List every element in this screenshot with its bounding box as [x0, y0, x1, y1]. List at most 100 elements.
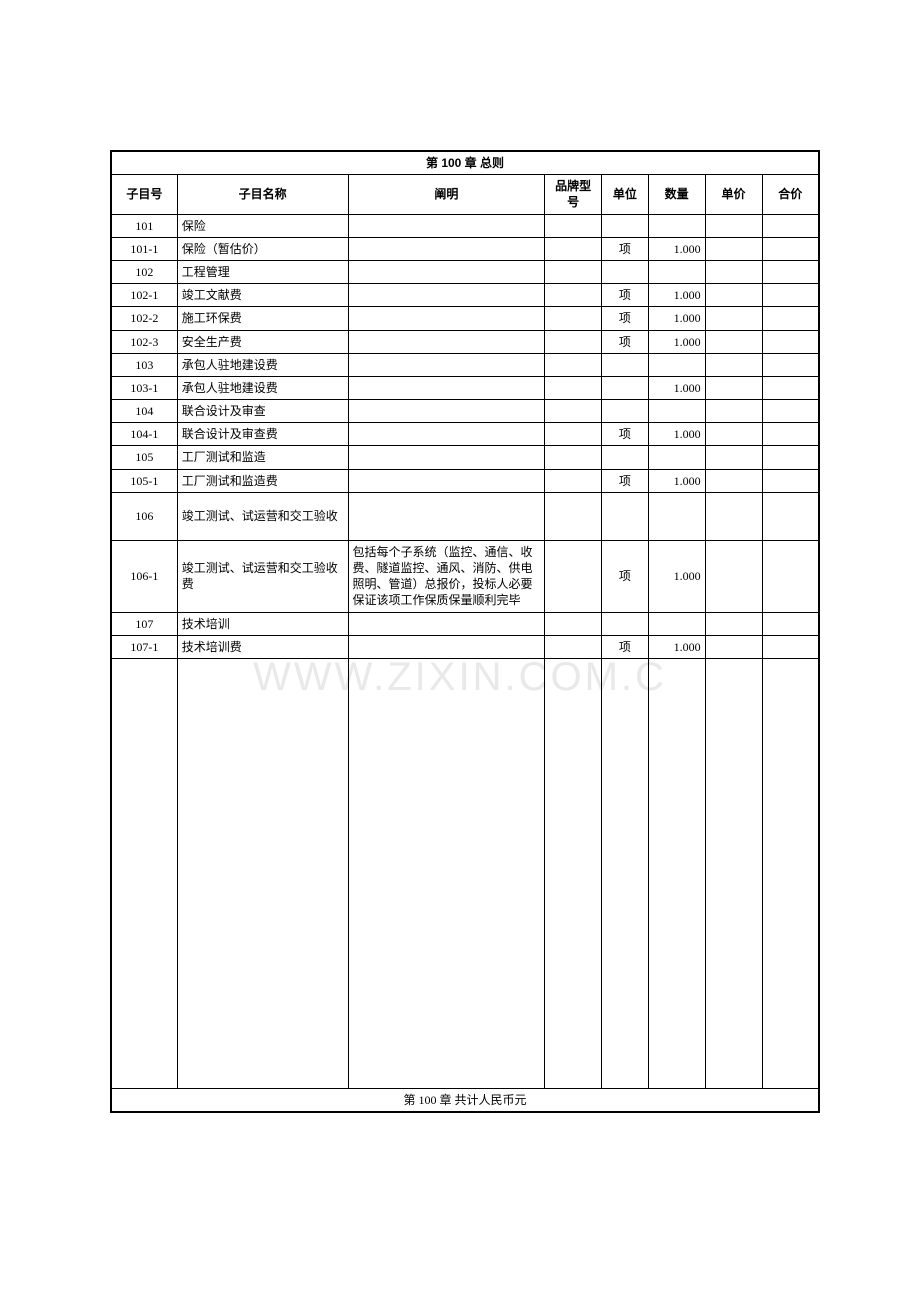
cell-total [762, 307, 819, 330]
cell-qty [648, 400, 705, 423]
cell-brand [545, 612, 602, 635]
cell-name: 工厂测试和监造费 [177, 469, 348, 492]
cell-unit [602, 446, 649, 469]
table-row: 106竣工测试、试运营和交工验收 [111, 492, 819, 540]
cell-brand [545, 423, 602, 446]
table-row: 101保险 [111, 214, 819, 237]
cell-unit: 项 [602, 330, 649, 353]
cell-code: 101 [111, 214, 177, 237]
cell-brand [545, 400, 602, 423]
spacer-cell [348, 658, 545, 1088]
cell-code: 104-1 [111, 423, 177, 446]
cell-qty [648, 446, 705, 469]
table-head: 第 100 章 总则 子目号 子目名称 阐明 品牌型号 单位 数量 单价 合价 [111, 151, 819, 214]
cell-desc [348, 353, 545, 376]
header-row: 子目号 子目名称 阐明 品牌型号 单位 数量 单价 合价 [111, 175, 819, 214]
cell-code: 106 [111, 492, 177, 540]
table-row: 102-1竣工文献费项1.000 [111, 284, 819, 307]
table-row: 107-1技术培训费项1.000 [111, 635, 819, 658]
cell-unit: 项 [602, 469, 649, 492]
cell-total [762, 469, 819, 492]
cell-qty: 1.000 [648, 469, 705, 492]
cell-unit [602, 376, 649, 399]
cell-code: 102-3 [111, 330, 177, 353]
cell-price [705, 612, 762, 635]
cell-brand [545, 635, 602, 658]
hdr-desc: 阐明 [348, 175, 545, 214]
table-row: 102-3安全生产费 项1.000 [111, 330, 819, 353]
cell-total [762, 400, 819, 423]
hdr-code: 子目号 [111, 175, 177, 214]
cell-unit [602, 400, 649, 423]
cell-desc [348, 284, 545, 307]
cell-total [762, 284, 819, 307]
table-row: 106-1竣工测试、试运营和交工验收费包括每个子系统（监控、通信、收费、隧道监控… [111, 540, 819, 612]
cell-price [705, 492, 762, 540]
cell-price [705, 540, 762, 612]
table-row: 105-1工厂测试和监造费项1.000 [111, 469, 819, 492]
cell-desc [348, 612, 545, 635]
table-row: 104-1联合设计及审查费项1.000 [111, 423, 819, 446]
cell-unit [602, 612, 649, 635]
cell-total [762, 237, 819, 260]
cell-desc [348, 492, 545, 540]
cell-brand [545, 376, 602, 399]
cell-price [705, 237, 762, 260]
cell-price [705, 400, 762, 423]
cell-qty [648, 492, 705, 540]
table-row: 103承包人驻地建设费 [111, 353, 819, 376]
cell-desc [348, 635, 545, 658]
cell-price [705, 423, 762, 446]
cell-code: 107 [111, 612, 177, 635]
cell-total [762, 423, 819, 446]
cell-qty: 1.000 [648, 540, 705, 612]
cell-unit: 项 [602, 237, 649, 260]
cell-name: 施工环保费 [177, 307, 348, 330]
cell-qty: 1.000 [648, 423, 705, 446]
cell-brand [545, 307, 602, 330]
table-row: 104联合设计及审查 [111, 400, 819, 423]
cell-desc [348, 469, 545, 492]
spacer-cell [545, 658, 602, 1088]
cell-name: 技术培训 [177, 612, 348, 635]
table-row: 101-1保险（暂估价）项1.000 [111, 237, 819, 260]
hdr-brand: 品牌型号 [545, 175, 602, 214]
cell-name: 竣工文献费 [177, 284, 348, 307]
spacer-cell [111, 658, 177, 1088]
cell-code: 107-1 [111, 635, 177, 658]
cell-name: 竣工测试、试运营和交工验收 [177, 492, 348, 540]
cell-qty: 1.000 [648, 284, 705, 307]
hdr-price: 单价 [705, 175, 762, 214]
cell-total [762, 492, 819, 540]
cell-brand [545, 284, 602, 307]
cell-code: 102-1 [111, 284, 177, 307]
cell-brand [545, 492, 602, 540]
cell-brand [545, 330, 602, 353]
chapter-subtotal: 第 100 章 共计人民币元 [111, 1088, 819, 1112]
cell-unit: 项 [602, 540, 649, 612]
cell-qty: 1.000 [648, 307, 705, 330]
cell-total [762, 353, 819, 376]
table-row: 102工程管理 [111, 260, 819, 283]
cell-price [705, 353, 762, 376]
cell-name: 承包人驻地建设费 [177, 353, 348, 376]
cell-unit [602, 214, 649, 237]
cell-code: 105 [111, 446, 177, 469]
cell-code: 104 [111, 400, 177, 423]
cell-price [705, 307, 762, 330]
cell-brand [545, 353, 602, 376]
cell-name: 保险 [177, 214, 348, 237]
cell-name: 安全生产费 [177, 330, 348, 353]
cell-name: 技术培训费 [177, 635, 348, 658]
cell-code: 101-1 [111, 237, 177, 260]
cell-qty: 1.000 [648, 330, 705, 353]
cell-qty [648, 353, 705, 376]
cell-unit [602, 353, 649, 376]
spacer-cell [648, 658, 705, 1088]
cell-unit [602, 492, 649, 540]
cell-brand [545, 469, 602, 492]
cell-desc [348, 330, 545, 353]
cell-code: 102 [111, 260, 177, 283]
cell-qty [648, 260, 705, 283]
cell-desc [348, 260, 545, 283]
